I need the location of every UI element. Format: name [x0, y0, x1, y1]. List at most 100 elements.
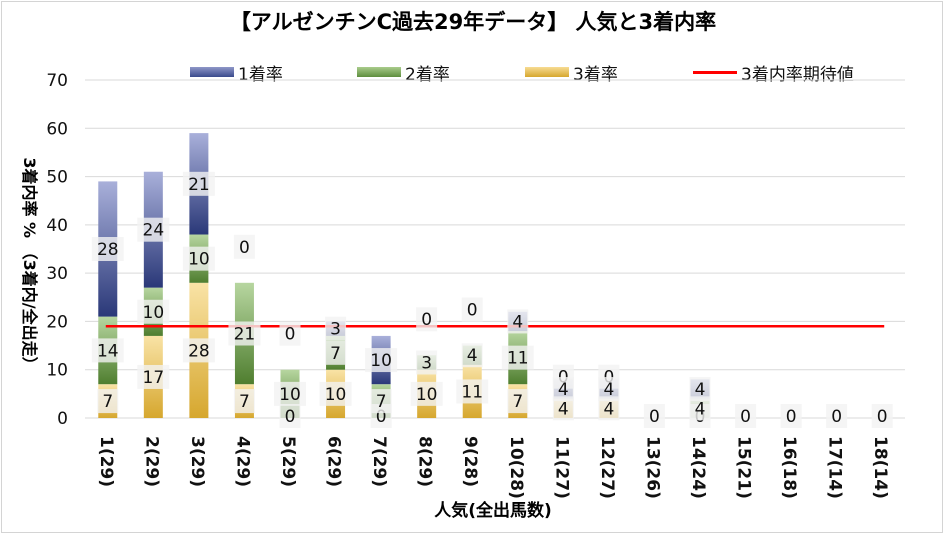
x-tick-label: 15(21): [734, 436, 754, 499]
data-label-bg: [871, 404, 893, 428]
data-label: 11: [507, 349, 529, 369]
data-label: 0: [786, 407, 797, 427]
y-tick-label: 60: [46, 119, 68, 139]
y-tick-label: 0: [57, 409, 68, 429]
data-label: 7: [102, 392, 113, 412]
data-label: 28: [97, 240, 119, 260]
data-label-bg: [501, 345, 534, 370]
data-label: 0: [740, 407, 751, 427]
data-label: 4: [695, 399, 706, 419]
data-label-bg: [279, 404, 301, 428]
data-label-bg: [461, 343, 483, 368]
data-label-bg: [365, 348, 398, 373]
x-tick-label: 14(24): [688, 436, 708, 499]
data-label: 0: [649, 407, 660, 427]
x-tick-label: 18(14): [870, 436, 890, 499]
data-label-bg: [325, 340, 347, 365]
data-label: 10: [279, 385, 301, 405]
data-label: 0: [467, 301, 478, 321]
legend-swatch-expected: [693, 70, 737, 74]
data-label-bg: [416, 307, 438, 332]
data-label-bg: [97, 389, 119, 414]
data-label-bg: [643, 404, 665, 428]
data-label-bg: [598, 396, 620, 421]
data-label-bg: [233, 234, 255, 259]
data-label: 4: [467, 346, 478, 366]
data-label-bg: [182, 246, 215, 271]
data-label-bg: [182, 338, 215, 363]
data-label-bg: [137, 364, 170, 389]
data-label-bg: [507, 309, 529, 334]
data-label-bg: [91, 338, 124, 363]
x-tick-label: 16(18): [779, 436, 799, 499]
data-label: 7: [239, 392, 250, 412]
data-label: 21: [234, 325, 256, 345]
y-tick-label: 40: [46, 216, 68, 236]
data-label: 10: [416, 385, 438, 405]
data-label: 0: [877, 407, 888, 427]
data-label-bg: [416, 350, 438, 375]
y-tick-label: 10: [46, 361, 68, 381]
y-tick-label: 20: [46, 312, 68, 332]
x-tick-label: 8(29): [415, 436, 435, 487]
data-label: 10: [143, 303, 165, 323]
legend-swatch-second: [357, 67, 401, 77]
data-label-bg: [735, 404, 757, 428]
x-tick-label: 1(29): [96, 436, 116, 487]
x-tick-label: 3(29): [187, 436, 207, 487]
data-label: 0: [376, 407, 387, 427]
data-label-bg: [370, 389, 392, 414]
data-label: 28: [188, 341, 210, 361]
x-tick-label: 13(26): [642, 436, 662, 499]
y-tick-label: 30: [46, 264, 68, 284]
data-label: 21: [188, 175, 210, 195]
y-tick-label: 70: [46, 71, 68, 91]
data-label: 14: [97, 341, 119, 361]
data-label-bg: [410, 381, 443, 406]
data-label-bg: [137, 299, 170, 324]
data-label: 4: [695, 380, 706, 400]
x-tick-label: 10(28): [506, 436, 526, 499]
x-axis-label: 人気(全出馬数): [434, 501, 552, 521]
data-label: 4: [512, 312, 523, 332]
data-label: 4: [603, 380, 614, 400]
legend-swatch-third: [525, 67, 569, 77]
data-label-bg: [552, 396, 574, 421]
data-label-bg: [780, 404, 802, 428]
x-tick-label: 7(29): [369, 436, 389, 487]
data-label: 24: [143, 221, 165, 241]
x-tick-label: 9(28): [460, 436, 480, 487]
data-label: 10: [188, 250, 210, 270]
data-label: 3: [330, 320, 341, 340]
x-tick-label: 17(14): [825, 436, 845, 499]
data-label-bg: [91, 237, 124, 261]
data-label-bg: [182, 171, 215, 196]
data-label: 7: [376, 392, 387, 412]
data-label-bg: [228, 321, 261, 346]
data-label-bg: [507, 389, 529, 414]
data-label: 0: [239, 238, 250, 258]
data-label: 7: [512, 392, 523, 412]
data-label-bg: [319, 381, 352, 406]
data-label: 7: [330, 344, 341, 364]
data-label-bg: [689, 377, 711, 402]
data-label-bg: [279, 321, 301, 346]
data-label: 3: [421, 353, 432, 373]
data-label-bg: [461, 297, 483, 322]
data-label: 10: [370, 351, 392, 371]
chart-title: 【アルゼンチンC過去29年データ】 人気と3着内率: [229, 10, 717, 34]
data-label: 11: [461, 382, 483, 402]
data-label-bg: [274, 381, 306, 406]
x-tick-label: 2(29): [141, 436, 161, 487]
data-label: 4: [558, 380, 569, 400]
data-label-bg: [456, 379, 489, 404]
data-label-bg: [826, 404, 848, 428]
data-label-bg: [233, 389, 255, 414]
data-label: 10: [325, 385, 347, 405]
x-tick-label: 4(29): [232, 436, 252, 487]
data-label-bg: [325, 316, 347, 341]
x-tick-label: 12(27): [597, 436, 617, 499]
x-tick-label: 6(29): [324, 436, 344, 487]
